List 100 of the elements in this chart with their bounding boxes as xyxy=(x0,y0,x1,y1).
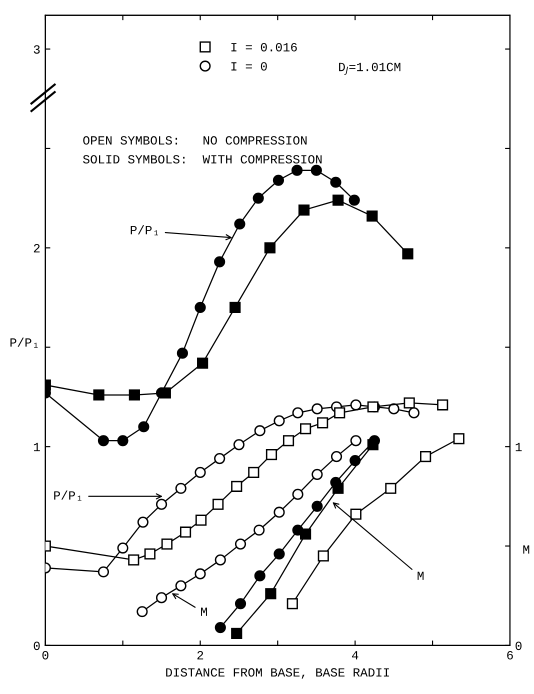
point xyxy=(300,423,312,434)
y2-tick-label: 1 xyxy=(516,442,522,452)
y-tick-label: 0 xyxy=(34,642,40,650)
point xyxy=(282,435,294,446)
point xyxy=(194,466,206,478)
point xyxy=(175,580,186,592)
point xyxy=(334,407,346,418)
point xyxy=(117,435,128,446)
point xyxy=(98,435,110,446)
point xyxy=(214,453,226,464)
point xyxy=(234,218,246,230)
point xyxy=(248,466,260,478)
point xyxy=(234,538,246,550)
point xyxy=(350,454,361,466)
y-tick-label: 1 xyxy=(34,442,40,452)
point xyxy=(300,528,312,540)
x-tick-label: 0 xyxy=(42,650,48,660)
point xyxy=(98,566,110,578)
point xyxy=(292,488,304,500)
point xyxy=(230,302,241,314)
point xyxy=(160,387,171,399)
point xyxy=(254,524,265,536)
point xyxy=(195,514,207,526)
point xyxy=(350,399,362,410)
legend-label: I = 0 xyxy=(231,62,267,71)
point xyxy=(332,482,344,494)
point xyxy=(194,302,206,314)
point xyxy=(274,506,285,518)
point xyxy=(254,570,266,582)
point xyxy=(312,500,323,512)
point xyxy=(231,628,242,640)
point xyxy=(214,256,226,268)
point xyxy=(266,449,278,460)
point xyxy=(197,358,208,369)
point xyxy=(265,588,276,600)
point xyxy=(286,598,298,610)
point xyxy=(312,403,323,414)
point xyxy=(402,248,414,260)
y2-tick-label: 0 xyxy=(516,642,522,650)
point xyxy=(214,554,226,566)
point xyxy=(234,598,246,610)
point xyxy=(252,192,264,204)
y-axis-title: P/P₁ xyxy=(10,338,38,348)
point xyxy=(136,606,148,618)
point xyxy=(156,498,168,510)
annotation: M xyxy=(418,572,424,580)
x-tick-label: 6 xyxy=(507,650,513,660)
y2-axis-title: M xyxy=(523,545,530,554)
annotation: OPEN SYMBOLS: NO COMPRESSION xyxy=(83,136,307,145)
point xyxy=(137,516,149,528)
point xyxy=(348,194,360,206)
point xyxy=(274,415,285,426)
legend-label: I = 0.016 xyxy=(231,42,297,52)
point xyxy=(350,435,362,446)
point xyxy=(231,480,242,492)
point xyxy=(180,526,192,538)
point xyxy=(254,425,266,436)
x-tick-label: 2 xyxy=(197,650,204,660)
x-axis-title: DISTANCE FROM BASE, BASE RADII xyxy=(166,668,389,679)
point xyxy=(385,482,396,494)
point xyxy=(388,403,400,414)
point xyxy=(367,439,378,450)
point xyxy=(350,508,362,520)
point xyxy=(408,407,420,418)
point xyxy=(233,439,245,450)
point xyxy=(128,389,140,401)
point xyxy=(117,542,128,554)
point xyxy=(291,164,303,176)
point xyxy=(298,204,310,216)
point xyxy=(212,498,224,510)
point xyxy=(144,548,156,560)
point xyxy=(272,174,284,186)
point xyxy=(366,210,378,222)
point xyxy=(93,389,104,401)
point xyxy=(312,468,323,480)
point xyxy=(330,176,342,188)
annotation: SOLID SYMBOLS: WITH COMPRESSION xyxy=(83,155,322,164)
point xyxy=(264,242,276,254)
point xyxy=(292,407,304,418)
point xyxy=(138,421,150,432)
point xyxy=(310,164,322,176)
annotation: P/P₁ xyxy=(54,490,82,501)
point xyxy=(176,348,188,359)
point xyxy=(330,451,342,462)
annotation: P/P₁ xyxy=(130,225,158,236)
point xyxy=(318,550,329,562)
point xyxy=(404,397,415,408)
point xyxy=(437,399,448,410)
y-tick-label: 3 xyxy=(34,45,40,54)
point xyxy=(453,433,464,444)
annotation: D$_{J}$=1.01CM xyxy=(339,62,400,75)
point xyxy=(156,592,168,604)
point xyxy=(420,451,432,462)
point xyxy=(194,568,206,580)
point xyxy=(161,538,173,550)
point xyxy=(274,548,285,560)
x-tick-label: 4 xyxy=(352,651,358,660)
y-tick-label: 2 xyxy=(34,244,40,252)
point xyxy=(317,417,328,428)
point xyxy=(175,482,186,494)
